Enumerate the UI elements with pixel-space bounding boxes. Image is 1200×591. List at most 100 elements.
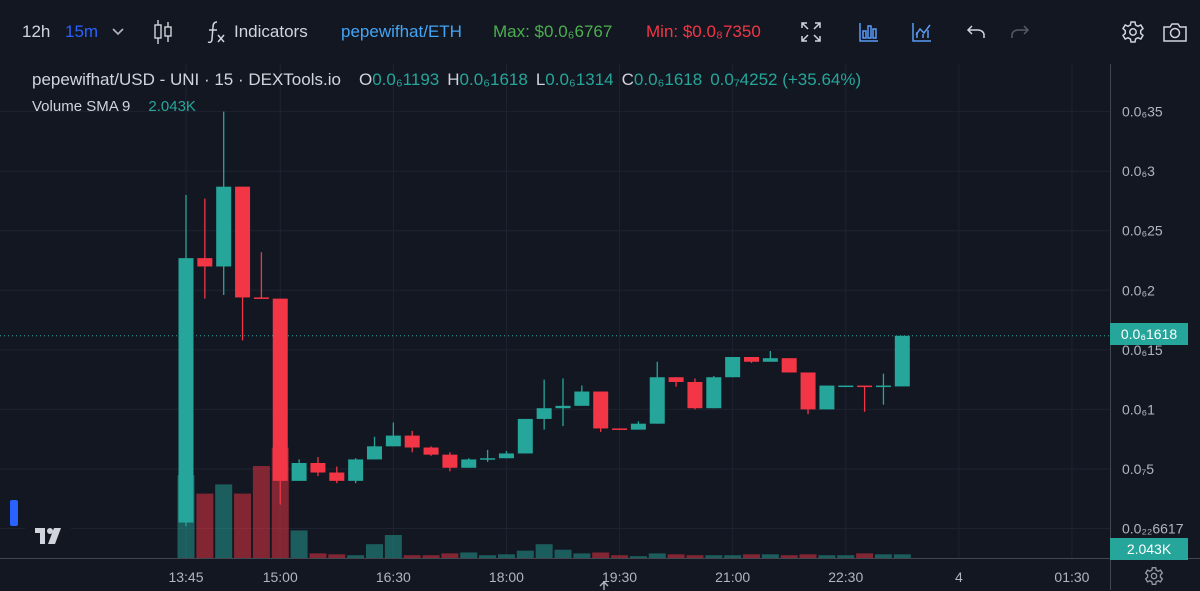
- candle-body: [687, 382, 703, 409]
- volume-bar: [667, 554, 685, 558]
- undo-icon[interactable]: [966, 0, 986, 64]
- time-tick-label: 16:30: [376, 569, 411, 585]
- gear-icon[interactable]: [1121, 0, 1145, 64]
- volume-legend: Volume SMA 9 2.043K: [32, 96, 196, 116]
- volume-bar: [799, 554, 817, 558]
- time-tick-label: 18:00: [489, 569, 524, 585]
- candle-body: [348, 459, 364, 481]
- candles-icon[interactable]: [153, 0, 173, 64]
- candle-body: [461, 459, 477, 468]
- candle-body: [385, 435, 401, 447]
- volume-bar: [837, 555, 855, 558]
- volume-bar: [874, 554, 892, 558]
- candle-body: [706, 377, 722, 409]
- volume-bar: [309, 553, 327, 558]
- volume-bar: [611, 555, 629, 558]
- candle-body: [574, 391, 590, 406]
- time-tick-label: 4: [955, 569, 963, 585]
- side-panel-handle[interactable]: [10, 500, 18, 526]
- volume-bar: [554, 549, 572, 558]
- volume-bar: [856, 553, 874, 558]
- reset-arrow-icon: [599, 581, 609, 590]
- volume-badge: 2.043K: [1110, 538, 1188, 560]
- volume-bar: [441, 553, 459, 558]
- volume-bar: [724, 555, 742, 558]
- top-toolbar: 12h 15m Indicators pepewifhat/ETH Max: $…: [0, 0, 1200, 64]
- candle-body: [517, 418, 533, 454]
- volume-bar: [252, 466, 270, 558]
- open-key: O: [358, 70, 373, 89]
- volume-bar: [780, 555, 798, 558]
- candle-body: [442, 454, 458, 468]
- volume-bar: [592, 552, 610, 558]
- candle-body: [480, 458, 496, 460]
- candle-body: [555, 405, 571, 409]
- candlesticks: [178, 111, 910, 527]
- candle-body: [800, 372, 816, 410]
- volume-bar: [573, 553, 591, 558]
- volume-bar: [347, 555, 365, 558]
- line-chart-icon[interactable]: [911, 0, 933, 64]
- time-tick-label: 01:30: [1054, 569, 1089, 585]
- volume-bar: [215, 484, 233, 558]
- time-tick-label: 13:45: [168, 569, 203, 585]
- candle-body: [423, 447, 439, 455]
- indicators-button[interactable]: Indicators: [234, 22, 308, 41]
- crosshair-expand-icon[interactable]: [800, 0, 822, 64]
- volume-bar: [516, 550, 534, 558]
- volume-bar: [818, 555, 836, 558]
- interval-12h[interactable]: 12h: [22, 22, 51, 41]
- candle-body: [649, 377, 665, 424]
- tradingview-logo-icon[interactable]: [24, 514, 72, 556]
- redo-icon[interactable]: [1010, 0, 1030, 64]
- camera-icon[interactable]: [1162, 0, 1188, 64]
- candle-body: [819, 385, 835, 410]
- volume-bar: [705, 555, 723, 558]
- volume-label: Volume SMA 9: [32, 97, 131, 115]
- candle-body: [310, 462, 326, 473]
- open-value: 0.0₆1193: [372, 70, 440, 89]
- chevron-down-icon[interactable]: [112, 0, 124, 64]
- price-tick-label: 0.0₇5: [1122, 461, 1154, 477]
- axis-settings-icon[interactable]: [1144, 566, 1164, 591]
- candle-body: [838, 385, 854, 388]
- volume-bar: [196, 493, 214, 558]
- price-tick-label: 0.0₆2: [1122, 282, 1155, 298]
- volume-bar: [384, 535, 402, 558]
- close-value: 0.0₆1618: [633, 70, 703, 89]
- candle-body: [781, 358, 797, 373]
- volume-bar: [290, 530, 308, 558]
- candle-body: [744, 356, 759, 362]
- price-tick-label: 0.0₆15: [1122, 342, 1163, 358]
- candle-body: [593, 391, 609, 429]
- price-axis: 0.0₆35 0.0₆3 0.0₆25 0.0₆2 0.0₆15 0.0₆1 0.0₇5 0.…: [1122, 104, 1184, 537]
- bar-chart-icon[interactable]: [858, 0, 880, 64]
- candle-body: [291, 462, 307, 481]
- volume-bar: [686, 555, 704, 558]
- fx-icon[interactable]: [205, 0, 227, 64]
- change-value: 0.0₇4252 (+35.64%): [710, 70, 862, 89]
- candle-body: [857, 385, 873, 388]
- pair-link[interactable]: pepewifhat/ETH: [341, 22, 462, 41]
- candle-body: [725, 356, 741, 378]
- interval-15m[interactable]: 15m: [65, 22, 99, 41]
- candle-body: [329, 472, 345, 481]
- candle-body: [404, 435, 420, 448]
- volume-bar: [403, 555, 421, 558]
- volume-bar: [893, 554, 911, 558]
- last-price-badge: 0.0₆1618: [1110, 323, 1188, 345]
- volume-bar: [535, 544, 553, 558]
- high-value: 0.0₆1618: [459, 70, 528, 89]
- candle-body: [216, 186, 232, 267]
- candle-body: [367, 446, 382, 460]
- volume-bar: [460, 552, 478, 558]
- time-tick-label: 21:00: [715, 569, 750, 585]
- volume-bar: [328, 554, 346, 558]
- price-tick-label: 0.0₂₂6617: [1122, 520, 1184, 536]
- candle-body: [630, 423, 646, 430]
- low-key: L: [535, 70, 546, 89]
- price-tick-label: 0.0₆1: [1122, 401, 1155, 417]
- low-value: 0.0₆1314: [545, 70, 614, 89]
- candle-body: [253, 297, 269, 299]
